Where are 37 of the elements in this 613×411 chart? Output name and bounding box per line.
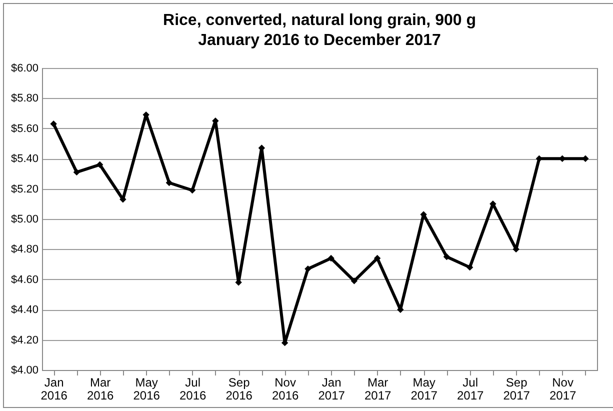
point (350, 278, 358, 284)
x-tick-label: May 2016 (133, 376, 160, 402)
x-tick-label: Sep 2017 (503, 376, 530, 402)
point (466, 264, 474, 271)
y-tick-label: $5.60 (10, 122, 38, 135)
point (304, 265, 312, 272)
y-tick-label: $4.80 (10, 244, 38, 256)
x-tick-label: Mar 2017 (364, 376, 392, 402)
y-tick-label: $4.40 (10, 304, 38, 316)
x-tick-label: Nov 2016 (272, 376, 299, 402)
point (374, 254, 381, 262)
text: Rice, converted, natural long grain, 900 g (163, 12, 476, 29)
y-tick-label: $5.20 (10, 183, 38, 196)
point (188, 186, 196, 194)
x-tick-label: May 2017 (410, 376, 438, 402)
x-tick-label: Jul 2017 (456, 376, 484, 402)
y-tick-label: $5.40 (10, 153, 38, 166)
x-tick-label: Sep 2016 (226, 376, 253, 402)
y-tick-label: $5.80 (10, 92, 38, 105)
x-tick-label: Nov 2017 (549, 376, 576, 402)
x-tick-label: Jul 2016 (179, 376, 206, 402)
x-tick-label: Jan 2017 (318, 376, 346, 402)
x-tick-label: Mar 2016 (86, 376, 114, 402)
text: January 2016 to December 2017 (198, 32, 441, 49)
point (443, 253, 450, 260)
point (582, 155, 589, 162)
point (96, 161, 104, 168)
y-tick-label: $4.20 (10, 334, 38, 346)
point (328, 254, 334, 262)
x-tick-label: Jan 2016 (40, 376, 68, 402)
point (50, 120, 57, 128)
point (73, 168, 80, 176)
y-tick-label: $5.00 (10, 214, 38, 226)
y-tick-label: $6.00 (10, 62, 38, 74)
y-tick-label: $4.60 (10, 274, 38, 286)
point (166, 179, 173, 186)
y-tick-label: $4.00 (10, 364, 38, 376)
